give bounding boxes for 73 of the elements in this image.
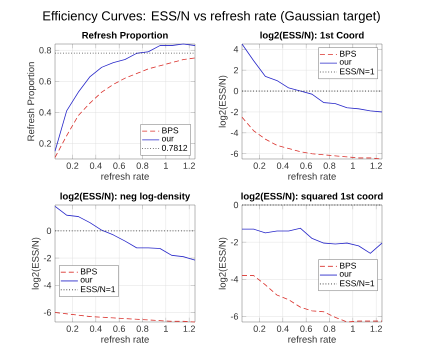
line-series xyxy=(242,44,382,112)
line-series xyxy=(54,206,196,260)
chart-title: log2(ESS/N): 1st Coord xyxy=(260,32,364,40)
y-tick-label: -6 xyxy=(44,309,52,316)
x-tick-label: 0.6 xyxy=(300,326,312,332)
y-tick-label: 0.8 xyxy=(39,47,52,54)
x-tick-label: 0.8 xyxy=(324,162,336,169)
y-tick-label: 0 xyxy=(46,228,52,234)
x-tick-label: 0.4 xyxy=(276,326,289,332)
x-tick-label: 0.4 xyxy=(90,162,102,169)
y-tick-label: 0 xyxy=(234,202,238,208)
y-axis-title: log2(ESS/N) xyxy=(32,238,41,290)
x-tick-label: 0.8 xyxy=(136,326,148,332)
x-tick-label: 0.2 xyxy=(254,326,266,332)
x-axis-title: refresh rate xyxy=(288,336,336,343)
y-tick-label: -2 xyxy=(230,238,238,246)
x-tick-label: 0.8 xyxy=(136,162,148,169)
legend-label: our xyxy=(162,136,174,142)
y-tick-label: 4 xyxy=(234,46,238,52)
y-axis-title: log2(ESS/N) xyxy=(218,238,228,290)
y-tick-label: 0 xyxy=(234,88,238,94)
y-tick-label: -4 xyxy=(230,276,238,282)
y-tick-label: 0.2 xyxy=(39,140,52,147)
x-tick-label: 0.6 xyxy=(113,326,126,332)
x-tick-label: 1.2 xyxy=(184,326,195,332)
line-series xyxy=(54,44,196,152)
legend-label: ESS/N=1 xyxy=(340,280,374,286)
y-axis-title: Refresh Proportion xyxy=(27,62,36,141)
x-tick-label: 1 xyxy=(351,326,355,332)
legend-label: BPS xyxy=(340,50,356,57)
y-tick-label: -6 xyxy=(230,150,238,157)
x-tick-label: 0.6 xyxy=(113,162,126,169)
y-tick-label: -2 xyxy=(44,254,52,262)
legend-label: BPS xyxy=(340,262,356,269)
line-series xyxy=(54,58,196,158)
x-axis-title: refresh rate xyxy=(288,172,336,180)
y-tick-label: -6 xyxy=(230,313,238,320)
line-series xyxy=(242,228,382,254)
x-tick-label: 1 xyxy=(164,162,168,169)
x-tick-label: 0.6 xyxy=(300,162,312,169)
y-tick-label: 2 xyxy=(234,66,238,74)
y-tick-label: 0.4 xyxy=(39,109,52,116)
y-tick-label: -4 xyxy=(230,130,238,136)
x-tick-label: 0.4 xyxy=(276,162,289,169)
legend-label: our xyxy=(340,272,352,277)
legend-label: ESS/N=1 xyxy=(80,286,116,292)
x-tick-label: 1 xyxy=(164,326,168,332)
y-tick-label: -2 xyxy=(230,108,238,116)
x-tick-label: 1 xyxy=(351,162,355,169)
x-tick-label: 0.4 xyxy=(90,326,102,332)
y-axis-title: log2(ESS/N) xyxy=(218,76,228,128)
x-axis-title: refresh rate xyxy=(101,172,149,180)
chart-title: Refresh Proportion xyxy=(82,32,168,40)
legend-label: ESS/N=1 xyxy=(340,68,374,74)
x-tick-label: 0.2 xyxy=(254,162,266,169)
line-series xyxy=(54,312,196,322)
chart-title: log2(ESS/N): neg log-density xyxy=(60,192,190,202)
x-tick-label: 0.8 xyxy=(324,326,336,332)
legend-label: BPS xyxy=(80,268,97,274)
legend-label: BPS xyxy=(162,127,178,134)
x-tick-label: 0.2 xyxy=(66,326,78,332)
x-tick-label: 1.2 xyxy=(184,162,195,169)
legend-label: our xyxy=(340,60,352,65)
y-tick-label: 0.6 xyxy=(39,78,52,84)
legend-label: 0.7812 xyxy=(162,144,188,151)
x-tick-label: 1.2 xyxy=(370,162,382,169)
text: Efficiency Curves: ESS/N vs refresh rate (Gaussian target) xyxy=(43,10,380,24)
chart-title: log2(ESS/N): squared 1st coord xyxy=(241,192,383,202)
legend-label: our xyxy=(80,278,92,283)
x-axis-title: refresh rate xyxy=(101,336,149,343)
x-tick-label: 0.2 xyxy=(66,162,78,169)
y-tick-label: -4 xyxy=(44,282,52,288)
x-tick-label: 1.2 xyxy=(370,326,382,332)
